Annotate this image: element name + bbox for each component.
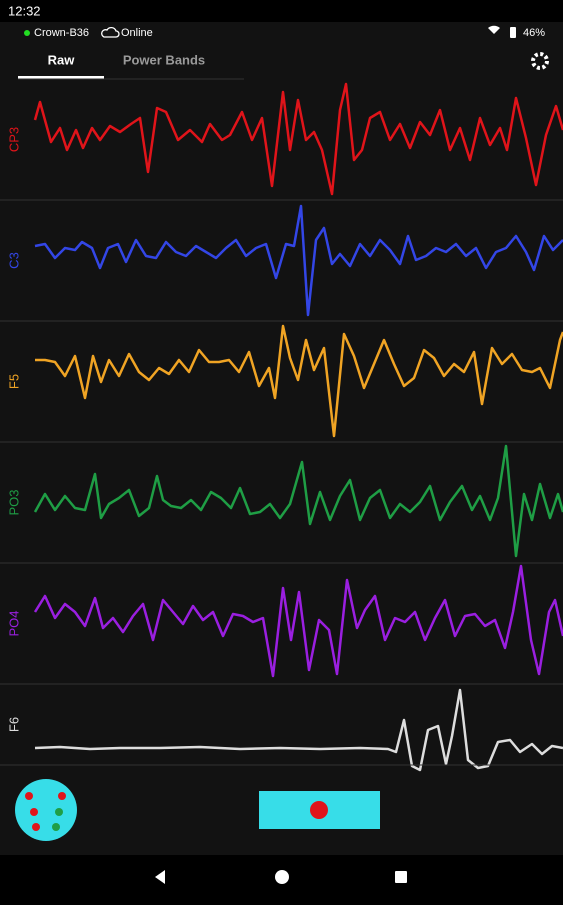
channel-list xyxy=(33,82,563,772)
waveform-line xyxy=(33,82,563,196)
electrode xyxy=(58,792,66,800)
wifi-icon xyxy=(488,25,500,34)
electrode xyxy=(55,808,63,816)
battery: 46% xyxy=(523,27,545,39)
waveform xyxy=(35,324,563,438)
recents-button[interactable] xyxy=(395,871,407,883)
waveform-line xyxy=(34,688,563,772)
waveform xyxy=(33,564,563,678)
channel-label: F5 xyxy=(6,374,21,389)
waveform xyxy=(34,688,563,772)
waveform xyxy=(33,444,563,558)
electrode xyxy=(25,792,33,800)
waveform xyxy=(34,204,563,317)
waveform-line xyxy=(33,564,563,678)
home-button[interactable] xyxy=(275,870,289,884)
battery-icon xyxy=(510,27,516,38)
bottom-bar xyxy=(15,779,380,841)
clock: 12:32 xyxy=(8,3,41,18)
back-button[interactable] xyxy=(155,870,165,884)
channel-label: CP3 xyxy=(6,127,21,152)
headset-map[interactable] xyxy=(15,779,77,841)
electrode xyxy=(32,823,40,831)
tab-indicator xyxy=(18,76,104,79)
electrode xyxy=(52,823,60,831)
status-dot xyxy=(24,30,30,36)
record-dot xyxy=(310,801,328,819)
waveform-line xyxy=(35,324,563,438)
channel-label: PO3 xyxy=(6,489,21,515)
connection-status: Online xyxy=(121,27,153,39)
waveform xyxy=(33,82,563,196)
channel-label: F6 xyxy=(6,717,21,732)
electrode xyxy=(30,808,38,816)
device-name: Crown-B36 xyxy=(34,27,89,39)
waveform-line xyxy=(33,444,563,558)
channel-label: PO4 xyxy=(6,610,21,636)
cloud-icon xyxy=(101,26,120,38)
channel-label: C3 xyxy=(6,252,21,269)
status-bar xyxy=(0,0,563,22)
waveform-line xyxy=(34,204,563,317)
settings-button[interactable] xyxy=(531,52,549,70)
tab-power-bands[interactable]: Power Bands xyxy=(123,52,205,67)
tab-raw[interactable]: Raw xyxy=(48,52,76,67)
